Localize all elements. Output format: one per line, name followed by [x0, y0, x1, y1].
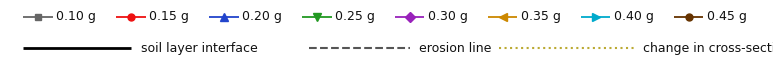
Text: 0.20 g: 0.20 g	[243, 10, 282, 23]
Text: 0.25 g: 0.25 g	[335, 10, 375, 23]
Text: erosion line: erosion line	[419, 42, 492, 55]
Text: 0.15 g: 0.15 g	[149, 10, 189, 23]
Text: 0.35 g: 0.35 g	[521, 10, 561, 23]
Text: 0.30 g: 0.30 g	[428, 10, 468, 23]
Text: 0.10 g: 0.10 g	[56, 10, 97, 23]
Text: 0.45 g: 0.45 g	[707, 10, 747, 23]
Text: 0.40 g: 0.40 g	[615, 10, 654, 23]
Text: change in cross-section: change in cross-section	[643, 42, 773, 55]
Text: soil layer interface: soil layer interface	[141, 42, 257, 55]
